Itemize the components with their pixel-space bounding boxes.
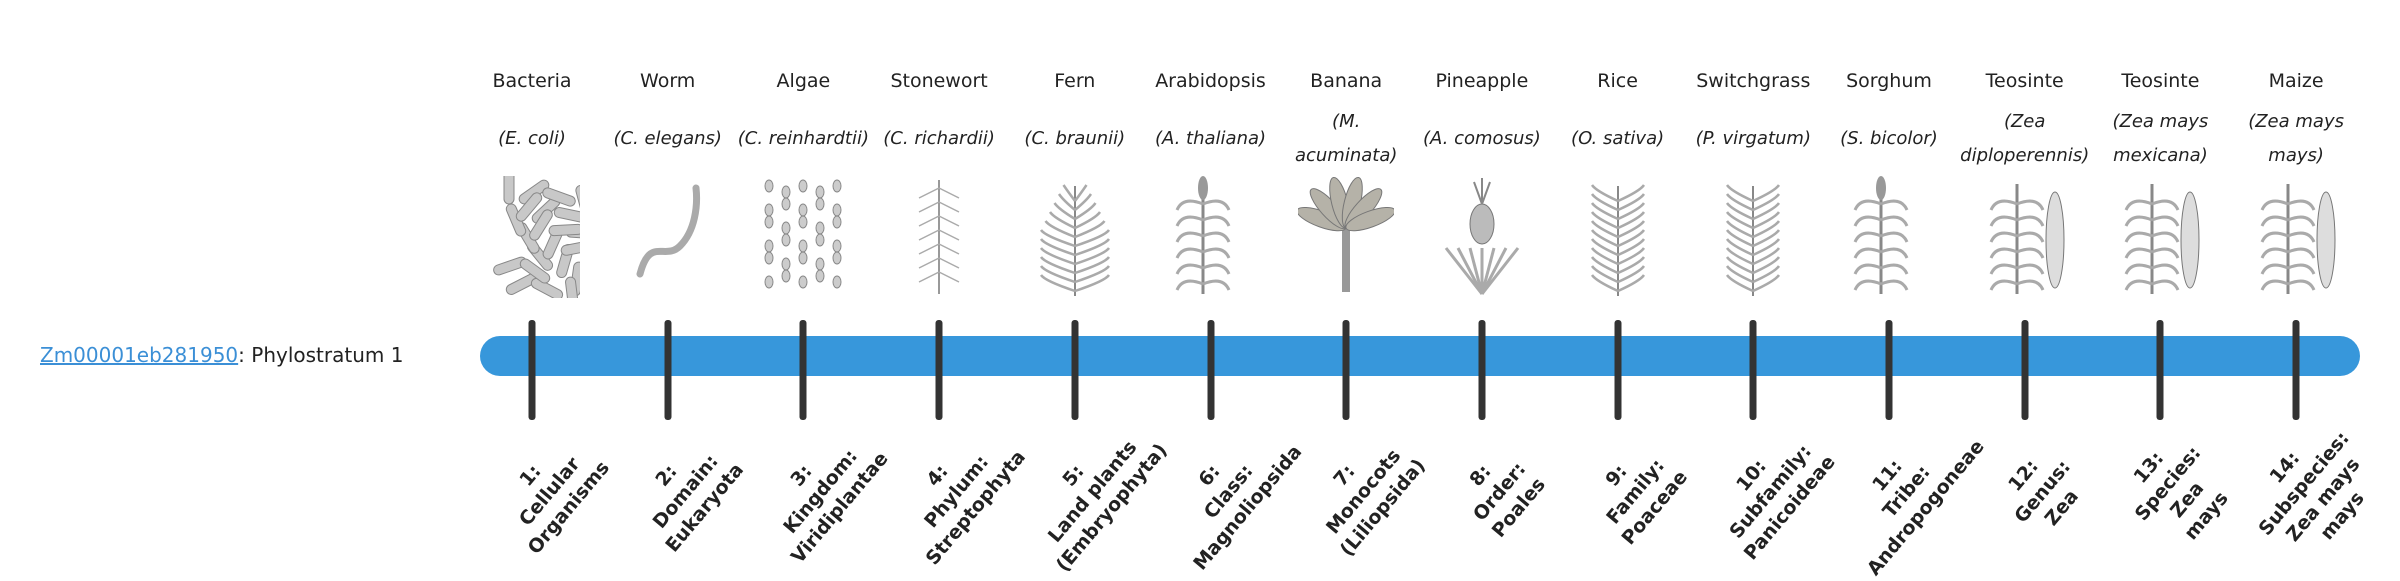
fern-icon [1039,184,1110,296]
organism-illustration [1977,176,2073,298]
species-name: (Zea mays mays) [2248,111,2344,166]
stratum-tick [935,320,943,420]
stratum-label: 1: Cellular Organisms [514,453,614,559]
gene-id-link[interactable]: Zm00001eb281950 [40,343,239,367]
stratum-label: 10: Subfamily: Panicoideae [1725,440,1841,565]
organism-illustration [2112,176,2208,298]
organism-name: Pineapple [1435,70,1529,92]
stratum-tick [1749,320,1757,420]
organism-name: Switchgrass [1696,70,1811,92]
sorghum-icon [1853,176,1909,294]
organism-name: Banana [1310,70,1383,92]
organism-illustration [1705,176,1801,298]
organism-illustration [1027,176,1123,298]
species-name: (A. thaliana) [1154,128,1267,149]
organism-name: Bacteria [492,70,572,92]
stratum-tick [2292,320,2300,420]
algae-cells-icon [764,179,842,289]
organism-name: Algae [776,70,831,92]
phylostratum-text: : Phylostratum 1 [238,343,404,367]
stratum-tick [2156,320,2164,420]
organism-illustration [1296,176,1396,298]
organism-name: Teosinte [1985,70,2064,92]
stratum-tick [664,320,672,420]
species-name: (C. elegans) [613,128,722,149]
organism-illustration [1163,176,1259,298]
organism-name: Stonewort [890,70,988,92]
stratum-tick [1478,320,1486,420]
species-name: (O. sativa) [1571,128,1665,149]
organism-name: Teosinte [2121,70,2200,92]
stratum-tick [528,320,536,420]
pineapple-icon [1444,178,1520,295]
stratum-label: 5: Land plants (Embryophyta) [1043,436,1172,577]
organism-name: Worm [640,70,696,92]
worm-icon [636,184,700,278]
species-name: (E. coli) [498,128,566,149]
species-name: (A. comosus) [1423,128,1541,149]
stratum-label: 9: Family: Poaceae [1600,454,1692,550]
organism-illustration [620,176,716,298]
species-name: (C. richardii) [883,128,995,149]
stratum-tick [1614,320,1622,420]
stratum-tick [2021,320,2029,420]
switchgrass-icon [1726,184,1781,296]
stratum-label: 3: Kingdom: Viridiplantae [779,445,893,568]
stratum-label: 7: Monocots (Liliopsida) [1322,445,1430,561]
organism-illustration [1434,176,1530,298]
stratum-label: 14: Subspecies: Zea mays mays [2254,427,2369,546]
gene-label: Zm00001eb281950: Phylostratum 1 [40,340,403,370]
organism-name: Arabidopsis [1155,70,1266,92]
organism-name: Maize [2268,70,2324,92]
arabidopsis-icon [1175,176,1230,294]
organism-illustration [755,176,851,298]
species-name: (M. acuminata) [1294,111,1398,166]
organism-illustration [484,169,601,312]
stratum-label: 13: Species: Zea mays [2129,442,2234,545]
rice-icon [1590,184,1645,296]
stratum-label: 6: Class: Magnoliopsida [1188,440,1306,575]
stratum-tick [799,320,807,420]
organism-name: Fern [1054,70,1096,92]
organism-name: Sorghum [1846,70,1932,92]
maize-icon [2260,184,2336,294]
stratum-label: 2: Domain: Eukaryota [648,450,748,557]
species-name: (C. braunii) [1024,128,1126,149]
species-name: (P. virgatum) [1695,128,1811,149]
teosinte-icon [2125,184,2200,294]
stratum-tick [1342,320,1350,420]
phylostrata-timeline-bar [480,336,2360,376]
species-name: (C. reinhardtii) [737,128,870,149]
bacteria-rods-icon [493,169,601,312]
stratum-tick [1207,320,1214,420]
species-name: (S. bicolor) [1840,128,1938,149]
species-name: (Zea diploperennis) [1960,111,2090,166]
organism-illustration [891,176,987,298]
stratum-label: 8: Order: Poales [1465,458,1550,542]
stratum-label: 4: Phylum: Streptophyta [920,446,1030,570]
stratum-label: 12: Genus: Zea [2003,455,2083,530]
stonewort-icon [918,180,960,294]
organism-illustration [1570,176,1666,298]
teosinte-icon [1989,184,2065,294]
organism-illustration [2248,176,2344,298]
organism-illustration [1841,176,1937,298]
banana-tree-icon [1296,176,1396,292]
stratum-tick [1885,320,1893,420]
organism-name: Rice [1597,70,1638,92]
stratum-tick [1071,320,1079,420]
species-name: (Zea mays mexicana) [2112,111,2209,166]
stratum-label: 11: Tribe: Andropogoneae [1862,435,1989,580]
